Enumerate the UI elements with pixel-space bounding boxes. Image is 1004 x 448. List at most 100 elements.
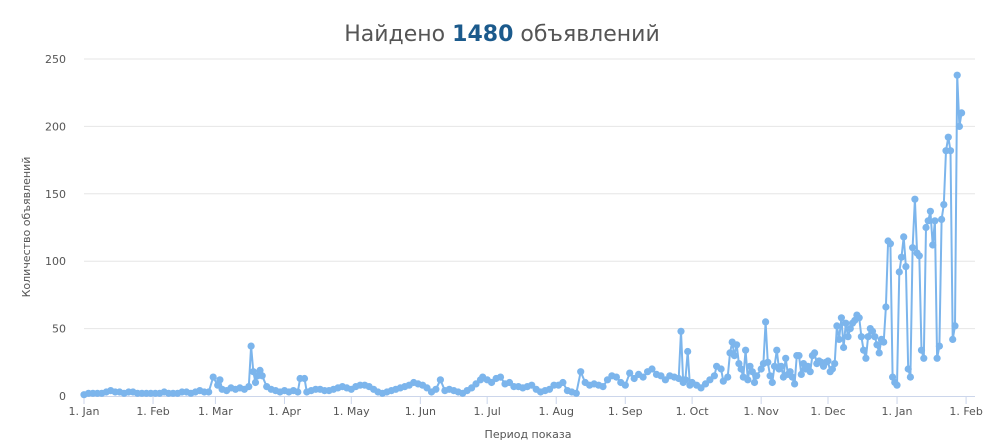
data-point[interactable] xyxy=(951,322,959,330)
data-point[interactable] xyxy=(871,333,879,341)
data-point[interactable] xyxy=(677,327,685,335)
data-point[interactable] xyxy=(766,372,774,380)
data-point[interactable] xyxy=(209,373,217,381)
data-point[interactable] xyxy=(746,362,754,370)
data-point[interactable] xyxy=(791,380,799,388)
data-point[interactable] xyxy=(247,342,255,350)
data-point[interactable] xyxy=(940,201,948,209)
data-point[interactable] xyxy=(831,360,839,368)
data-point[interactable] xyxy=(868,327,877,335)
data-point[interactable] xyxy=(949,335,957,343)
data-point[interactable] xyxy=(251,378,260,387)
data-point[interactable] xyxy=(795,352,803,360)
data-point[interactable] xyxy=(648,365,656,373)
data-point[interactable] xyxy=(256,366,264,374)
data-point[interactable] xyxy=(626,369,634,377)
data-point[interactable] xyxy=(753,372,761,380)
data-point[interactable] xyxy=(804,362,812,370)
data-point[interactable] xyxy=(842,319,850,327)
series-layer[interactable] xyxy=(80,71,966,399)
data-point[interactable] xyxy=(773,346,781,354)
data-point[interactable] xyxy=(294,388,302,396)
data-point[interactable] xyxy=(938,215,946,223)
data-point[interactable] xyxy=(762,318,770,326)
data-point[interactable] xyxy=(750,378,759,387)
data-point[interactable] xyxy=(797,370,805,378)
data-point[interactable] xyxy=(929,241,937,249)
data-point[interactable] xyxy=(886,240,895,248)
data-point[interactable] xyxy=(953,71,961,79)
data-point[interactable] xyxy=(436,376,444,384)
data-point[interactable] xyxy=(844,333,852,341)
data-point[interactable] xyxy=(777,362,785,370)
data-point[interactable] xyxy=(681,376,690,384)
data-point[interactable] xyxy=(811,349,819,357)
data-point[interactable] xyxy=(860,346,868,354)
data-point[interactable] xyxy=(840,343,848,352)
data-point[interactable] xyxy=(432,385,440,393)
data-point[interactable] xyxy=(828,365,837,373)
data-point[interactable] xyxy=(835,335,843,343)
data-point[interactable] xyxy=(864,333,872,341)
data-point[interactable] xyxy=(933,354,941,362)
data-point[interactable] xyxy=(837,314,846,322)
data-point[interactable] xyxy=(744,376,752,384)
data-point[interactable] xyxy=(906,373,915,381)
data-point[interactable] xyxy=(911,195,919,203)
data-point[interactable] xyxy=(786,368,794,376)
data-point[interactable] xyxy=(909,244,917,252)
data-point[interactable] xyxy=(577,368,585,376)
data-point[interactable] xyxy=(920,354,928,362)
data-point[interactable] xyxy=(882,303,890,311)
data-point[interactable] xyxy=(684,347,692,356)
data-point[interactable] xyxy=(245,383,253,391)
data-point[interactable] xyxy=(895,268,903,276)
data-point[interactable] xyxy=(889,373,897,381)
data-point[interactable] xyxy=(764,358,772,366)
data-point[interactable] xyxy=(897,253,906,261)
data-point[interactable] xyxy=(710,372,719,380)
data-point[interactable] xyxy=(768,378,776,387)
data-point[interactable] xyxy=(639,373,647,381)
data-point[interactable] xyxy=(258,372,266,380)
data-point[interactable] xyxy=(733,341,741,349)
data-point[interactable] xyxy=(496,373,505,381)
data-point[interactable] xyxy=(216,376,224,384)
data-point[interactable] xyxy=(717,365,725,373)
data-point[interactable] xyxy=(880,338,888,346)
data-point[interactable] xyxy=(742,346,750,354)
data-point[interactable] xyxy=(946,147,955,155)
data-point[interactable] xyxy=(917,346,926,354)
data-point[interactable] xyxy=(737,365,745,373)
data-point[interactable] xyxy=(806,368,814,376)
data-point[interactable] xyxy=(621,381,629,389)
data-point[interactable] xyxy=(735,360,743,368)
data-point[interactable] xyxy=(612,373,621,381)
data-point[interactable] xyxy=(724,373,732,381)
data-point[interactable] xyxy=(958,109,966,117)
data-point[interactable] xyxy=(915,252,923,260)
data-point[interactable] xyxy=(559,378,567,387)
data-point[interactable] xyxy=(904,365,912,373)
data-point[interactable] xyxy=(757,365,765,373)
data-point[interactable] xyxy=(833,322,841,330)
data-point[interactable] xyxy=(824,357,832,365)
data-point[interactable] xyxy=(205,388,213,396)
data-point[interactable] xyxy=(300,374,309,383)
data-point[interactable] xyxy=(873,341,881,349)
data-point[interactable] xyxy=(944,133,952,141)
data-point[interactable] xyxy=(862,354,870,362)
data-point[interactable] xyxy=(900,233,908,241)
data-point[interactable] xyxy=(875,349,883,357)
data-point[interactable] xyxy=(931,217,939,225)
data-point[interactable] xyxy=(935,342,944,350)
data-point[interactable] xyxy=(855,314,863,322)
data-point[interactable] xyxy=(926,207,935,215)
data-point[interactable] xyxy=(846,325,854,333)
data-point[interactable] xyxy=(599,383,607,391)
data-point[interactable] xyxy=(572,389,580,397)
data-point[interactable] xyxy=(893,381,901,389)
data-point[interactable] xyxy=(730,352,739,360)
data-point[interactable] xyxy=(857,333,866,341)
data-point[interactable] xyxy=(902,263,910,271)
